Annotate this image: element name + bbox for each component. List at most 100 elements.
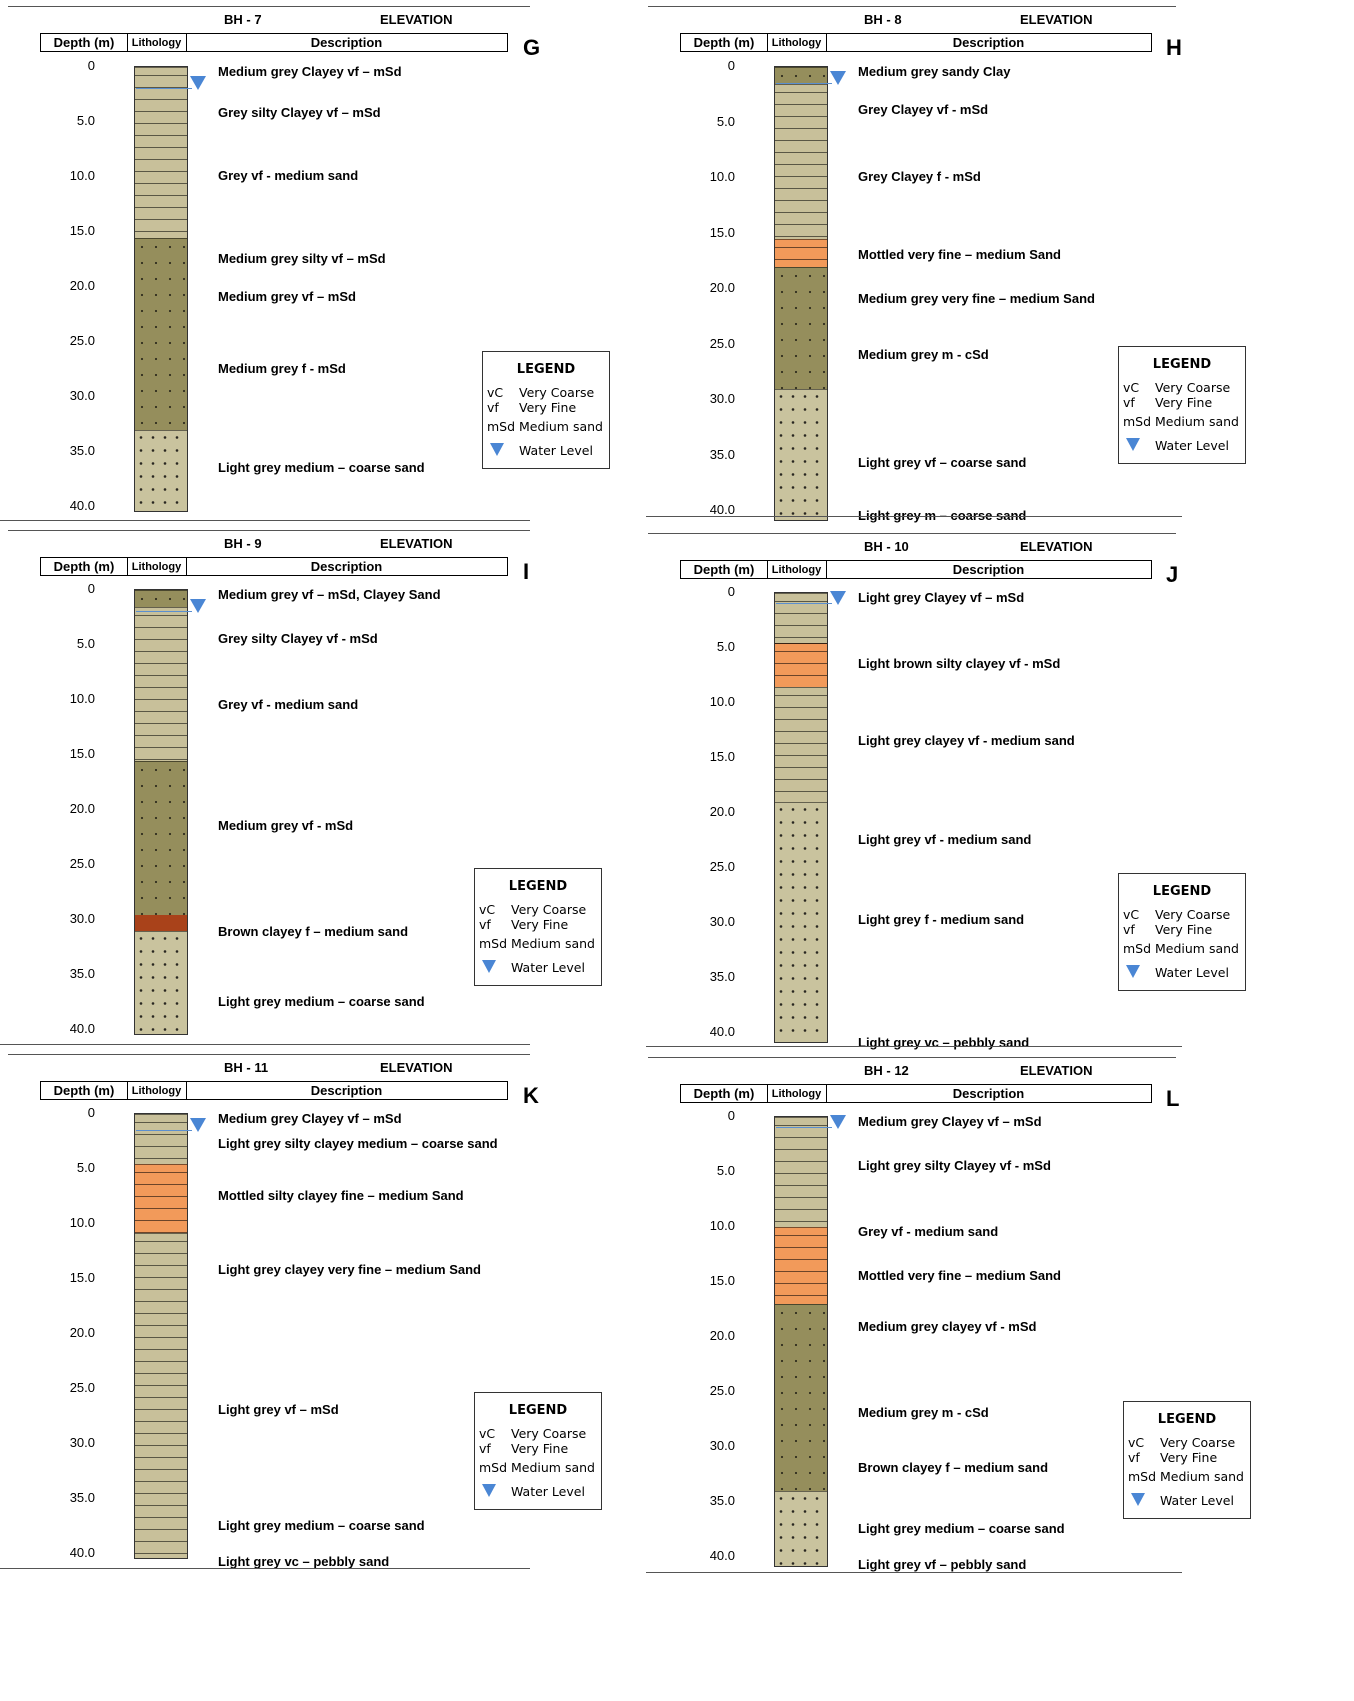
lithology-layer-clay-light	[135, 1114, 187, 1165]
depth-tick-label: 15.0	[69, 746, 95, 761]
legend-title: LEGEND	[1152, 357, 1212, 372]
water-level-triangle-icon	[482, 1484, 496, 1497]
panel-top-rule	[648, 1057, 1176, 1058]
depth-header: Depth (m)	[681, 561, 768, 578]
depth-tick-label: 30.0	[69, 1435, 95, 1450]
depth-tick-label: 35.0	[709, 446, 735, 462]
borehole-title: BH - 10	[864, 539, 909, 554]
depth-tick-label: 25.0	[709, 335, 735, 351]
lithology-column	[774, 1116, 828, 1567]
lithology-header: Lithology	[127, 34, 187, 51]
layer-description: Grey Clayey f - mSd	[858, 169, 981, 184]
depth-tick-label: 5.0	[76, 636, 95, 651]
water-level-line	[776, 1127, 832, 1128]
layer-description: Light grey vf – mSd	[218, 1402, 339, 1417]
layer-description: Medium grey Clayey vf – mSd	[218, 1110, 402, 1126]
description-header: Description	[952, 1086, 1025, 1101]
water-level-triangle-icon	[190, 1117, 206, 1132]
column-header-row: Depth (m) Lithology Description	[680, 33, 1152, 52]
layer-description: Brown clayey f – medium sand	[858, 1460, 1049, 1475]
lithology-layer-sand-light	[775, 1491, 827, 1566]
legend-box: LEGEND vC Very Coarse vf Very Fine mSd Medium …	[1123, 1401, 1251, 1519]
legend-item: vf Very Fine	[487, 400, 576, 415]
layer-description: Light grey f - medium sand	[858, 911, 1025, 927]
water-level-triangle-icon	[1126, 965, 1140, 978]
layer-description: Grey silty Clayey vf - mSd	[218, 630, 378, 646]
description-header: Description	[310, 559, 383, 574]
depth-tick-label: 0	[87, 1105, 95, 1120]
legend-item: vC Very Coarse	[479, 1426, 586, 1441]
elevation-label: ELEVATION	[1020, 12, 1093, 27]
lithology-layer-grey-dark	[135, 237, 187, 431]
depth-tick-label: 35.0	[69, 966, 95, 981]
legend-meaning: Very Coarse	[1160, 1435, 1236, 1450]
legend-box: LEGEND vC Very Coarse vf Very Fine mSd Medium …	[474, 1392, 602, 1510]
lithology-column	[774, 66, 828, 522]
lithology-layer-grey-dark	[775, 266, 827, 390]
lithology-column	[134, 66, 188, 512]
legend-item: mSd Medium sand	[1123, 941, 1239, 956]
depth-tick-label: 0	[727, 1108, 735, 1123]
legend-meaning: Very Coarse	[511, 902, 587, 917]
layer-description: Medium grey vf – mSd, Clayey Sand	[218, 586, 441, 602]
legend-abbreviation: vf	[1123, 395, 1135, 410]
column-header-row: Depth (m) Lithology Description	[40, 1081, 508, 1100]
panel-top-rule	[8, 530, 530, 531]
description-header: Description	[310, 1083, 383, 1098]
legend-meaning: Very Fine	[1155, 922, 1213, 937]
legend-box: LEGEND vC Very Coarse vf Very Fine mSd Medium …	[482, 351, 610, 469]
layer-description: Light grey vf - medium sand	[858, 831, 1032, 847]
legend-title: LEGEND	[508, 1403, 568, 1418]
borehole-title: BH - 12	[864, 1063, 909, 1078]
panel-letter: G	[523, 35, 541, 60]
lithology-layer-grey-dark	[135, 590, 187, 608]
lithology-layer-brown	[135, 914, 187, 931]
panel-letter: L	[1166, 1086, 1180, 1111]
layer-description: Medium grey sandy Clay	[858, 63, 1011, 79]
depth-tick-label: 10.0	[69, 168, 95, 183]
depth-tick-label: 30.0	[709, 391, 735, 406]
depth-tick-label: 10.0	[69, 1215, 95, 1230]
legend-meaning: Very Coarse	[1155, 380, 1231, 395]
depth-tick-label: 40.0	[69, 498, 95, 513]
legend-abbreviation: vf	[479, 1441, 491, 1456]
legend-title: LEGEND	[1157, 1412, 1217, 1427]
lithology-layer-grey-dark	[135, 760, 187, 916]
water-level-line	[776, 82, 832, 84]
legend-meaning: Medium sand	[519, 419, 603, 434]
legend-box: LEGEND vC Very Coarse vf Very Fine mSd Medium …	[1118, 346, 1246, 464]
lithology-layer-sand-light	[775, 802, 827, 1042]
depth-tick-label: 20.0	[709, 280, 735, 295]
legend-meaning: Very Fine	[1160, 1450, 1218, 1465]
borehole-panel-8: BH - 8 ELEVATION Depth (m) Lithology Descrip…	[648, 6, 1246, 526]
legend-abbreviation: vf	[1128, 1450, 1140, 1465]
layer-description: Light grey medium – coarse sand	[218, 1517, 425, 1533]
lithology-header: Lithology	[127, 1082, 187, 1099]
depth-header: Depth (m)	[41, 558, 128, 575]
panel-top-rule	[8, 6, 530, 7]
elevation-label: ELEVATION	[380, 12, 453, 27]
water-level-line	[136, 1129, 192, 1131]
layer-description: Grey silty Clayey vf – mSd	[218, 105, 381, 121]
legend-meaning: Medium sand	[1155, 414, 1239, 429]
depth-tick-label: 25.0	[69, 856, 95, 871]
layer-description: Medium grey Clayey vf – mSd	[858, 1113, 1042, 1129]
legend-title: LEGEND	[516, 362, 576, 377]
layer-description: Light grey Clayey vf – mSd	[858, 589, 1025, 605]
lithology-layer-orange	[775, 1227, 827, 1305]
legend-water-label: Water Level	[511, 1484, 585, 1499]
layer-description: Mottled very fine – medium Sand	[858, 246, 1061, 262]
layer-description: Medium grey very fine – medium Sand	[858, 291, 1095, 307]
borehole-panel-12: BH - 12 ELEVATION Depth (m) Lithology Descri…	[648, 1057, 1251, 1577]
layer-description: Medium grey m - cSd	[858, 346, 989, 362]
lithology-column	[134, 1113, 188, 1559]
layer-description: Light grey medium – coarse sand	[218, 993, 425, 1009]
lithology-layer-orange	[775, 642, 827, 688]
lithology-layer-clay-light	[775, 1117, 827, 1228]
legend-abbreviation: mSd	[479, 936, 508, 951]
depth-tick-label: 40.0	[709, 1024, 735, 1039]
borehole-title: BH - 9	[224, 536, 262, 551]
legend-meaning: Very Fine	[511, 917, 569, 932]
legend-meaning: Very Coarse	[511, 1426, 587, 1441]
layer-description: Light grey m – coarse sand	[858, 508, 1026, 523]
